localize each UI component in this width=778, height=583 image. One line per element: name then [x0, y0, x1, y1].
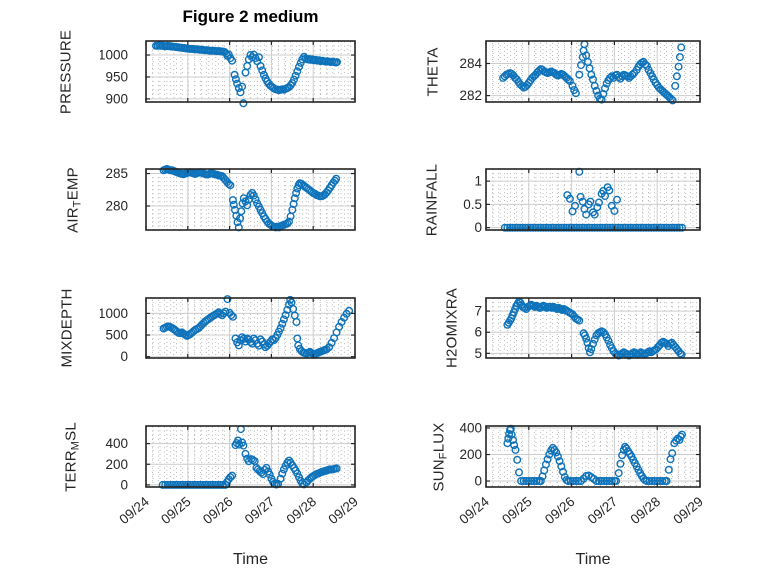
- plot-area-terr_msl: 0 200 400 09/24 09/25 09/26 09/27 09/28 09/29: [105, 425, 361, 528]
- y-tick-label: 0: [474, 474, 482, 489]
- x-tick-label: 09/29: [325, 494, 361, 527]
- plot-area-mixdepth: 0 500 1000: [98, 295, 356, 364]
- y-tick-label: 282: [459, 88, 482, 103]
- plot-area-air_temp: 280 285: [105, 164, 356, 232]
- subplot-mixdepth: 0 500 1000: [98, 284, 369, 372]
- subplot-air-temp: 280 285: [100, 155, 369, 244]
- subplot-terr-msl: 0 200 400 09/24 09/25 09/26 09/27 09/28 09/29: [100, 412, 369, 583]
- y-tick-label: 900: [105, 91, 128, 106]
- x-tick-label: 09/24: [456, 494, 492, 528]
- y-axis-label-mixdepth: MIXDEPTH: [58, 288, 76, 368]
- x-tick-label: 09/26: [200, 494, 236, 527]
- y-tick-label: 0: [474, 220, 482, 235]
- y-axis-label-pressure: PRESSURE: [57, 29, 75, 114]
- y-tick-label: 500: [105, 328, 128, 343]
- y-tick-label: 200: [105, 457, 128, 472]
- x-tick-label: 09/27: [585, 494, 621, 527]
- x-tick-label: 09/25: [158, 494, 194, 527]
- y-tick-label: 400: [105, 436, 128, 451]
- plot-area-rainfall: 00.51: [463, 167, 701, 235]
- y-tick-label: 1: [474, 174, 482, 189]
- y-tick-label: 1000: [100, 48, 128, 63]
- y-tick-label: 280: [105, 198, 128, 213]
- x-tick-label: 09/25: [499, 494, 535, 527]
- x-axis-label-left: Time: [233, 551, 268, 568]
- x-tick-label: 09/27: [242, 494, 278, 527]
- subplot-h2omixra: 5 6 7: [440, 284, 714, 372]
- y-tick-label: 7: [474, 304, 482, 319]
- plot-area-pressure: 900 950 1000: [98, 40, 356, 108]
- plot-area-theta: 282 284: [459, 40, 701, 105]
- y-axis-label-sun-flux: SUNFLUX: [430, 422, 450, 491]
- y-axis-label-air-temp: AIRTEMP: [64, 166, 84, 233]
- y-tick-label: 0: [120, 477, 128, 492]
- y-tick-label: 285: [105, 166, 128, 181]
- y-axis-label-h2omixra: H2OMIXRA: [443, 288, 461, 368]
- y-axis-label-terr-msl: TERRMSL: [62, 421, 82, 492]
- subplot-theta: 282 284: [440, 27, 714, 116]
- y-tick-label: 400: [459, 420, 482, 435]
- y-tick-label: 950: [105, 69, 128, 84]
- subplot-sun-flux: 0 200 400 09/24 09/25 09/26 09/27 09/28 09/29: [440, 412, 714, 583]
- x-tick-label: 09/28: [284, 494, 320, 527]
- y-tick-label: 284: [459, 56, 482, 71]
- y-tick-label: 0.5: [463, 197, 482, 212]
- x-tick-label: 09/24: [116, 494, 152, 528]
- y-axis-label-theta: THETA: [424, 46, 442, 97]
- x-tick-label: 09/28: [628, 494, 664, 527]
- y-axis-label-rainfall: RAINFALL: [423, 163, 441, 236]
- y-tick-label: 6: [474, 325, 482, 340]
- y-tick-label: 200: [459, 447, 482, 462]
- y-tick-label: 0: [120, 349, 128, 364]
- plot-area-sun_flux: 0 200 400 09/24 09/25 09/26 09/27 09/28 09/29: [456, 420, 706, 528]
- subplot-pressure: 900 950 1000: [98, 27, 369, 116]
- x-tick-label: 09/26: [542, 494, 578, 527]
- plot-area-h2omixra: 5 6 7: [474, 297, 701, 361]
- figure-title: Figure 2 medium: [182, 7, 319, 26]
- x-axis-label-right: Time: [575, 551, 611, 568]
- y-tick-label: 1000: [100, 306, 128, 321]
- subplot-rainfall: 0 0.5 1: [440, 155, 714, 244]
- x-tick-label: 09/29: [670, 494, 706, 527]
- y-tick-label: 5: [474, 346, 482, 361]
